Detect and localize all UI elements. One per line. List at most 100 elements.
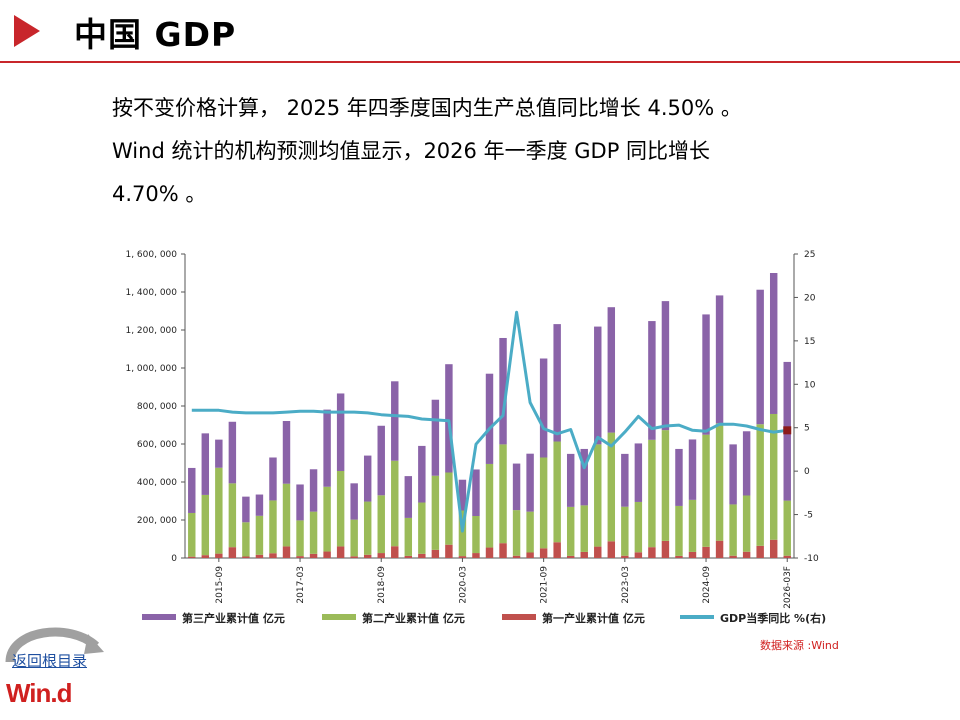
bar-segment-primary <box>296 556 304 558</box>
bar-segment-secondary <box>769 413 778 540</box>
bar-segment-tertiary <box>228 421 237 484</box>
legend-label: 第一产业累计值 亿元 <box>542 611 645 625</box>
bar-segment-secondary <box>594 444 602 547</box>
bar-segment-secondary <box>309 511 318 554</box>
x-tick-label: 2024-09 <box>702 566 712 604</box>
bar-segment-secondary <box>458 510 467 557</box>
bar-segment-tertiary <box>688 439 697 500</box>
bar-segment-secondary <box>675 505 683 556</box>
bar-segment-tertiary <box>445 364 453 473</box>
bar-segment-secondary <box>445 472 453 545</box>
bar-segment-primary <box>309 553 318 558</box>
bar-segment-primary <box>485 547 494 558</box>
bar-segment-secondary <box>188 512 196 557</box>
legend-swatch <box>322 614 356 620</box>
bar-segment-tertiary <box>418 445 426 503</box>
gdp-yoy-line <box>191 310 788 533</box>
y-right-tick-label: 15 <box>804 337 815 347</box>
bar-segment-secondary <box>377 495 385 554</box>
bar-segment-primary <box>201 555 210 558</box>
bar-segment-tertiary <box>702 314 710 435</box>
bar-segment-tertiary <box>580 448 588 506</box>
bar-segment-secondary <box>715 423 724 541</box>
bar-segment-tertiary <box>336 393 345 471</box>
bar-segment-tertiary <box>323 409 331 487</box>
bar-segment-tertiary <box>729 444 737 505</box>
x-tick-label: 2018-09 <box>377 566 387 604</box>
bar-segment-secondary <box>499 444 507 544</box>
y-left-tick-label: 800, 000 <box>137 402 177 412</box>
bar-segment-primary <box>553 542 561 558</box>
bar-segment-primary <box>269 553 277 558</box>
legend-label: 第三产业累计值 亿元 <box>182 611 285 625</box>
bar-segment-primary <box>621 555 629 558</box>
bar-segment-tertiary <box>526 453 534 512</box>
x-tick-label: 2023-03 <box>621 566 631 604</box>
bar-segment-tertiary <box>188 467 196 513</box>
bar-segment-secondary <box>242 522 250 557</box>
bar-segment-tertiary <box>661 301 670 431</box>
bar-segment-secondary <box>296 520 304 557</box>
bar-segment-primary <box>675 555 683 558</box>
bar-segment-tertiary <box>634 443 643 502</box>
bar-segment-primary <box>566 555 575 558</box>
bar-segment-secondary <box>363 501 372 555</box>
x-tick-label: 2026-03F <box>783 566 793 609</box>
bar-segment-primary <box>526 552 534 558</box>
bar-segment-tertiary <box>499 337 507 445</box>
x-tick-label: 2015-09 <box>215 566 225 604</box>
bar-segment-tertiary <box>539 358 548 458</box>
bar-segment-secondary <box>621 506 629 556</box>
bar-segment-tertiary <box>350 483 358 520</box>
bar-segment-tertiary <box>296 484 304 521</box>
bar-segment-secondary <box>539 457 548 549</box>
bar-segment-tertiary <box>512 463 521 511</box>
bar-segment-primary <box>458 556 467 558</box>
bar-segment-secondary <box>607 432 616 542</box>
return-arrow-icon[interactable] <box>0 622 110 682</box>
bar-segment-tertiary <box>458 479 467 511</box>
bar-segment-secondary <box>336 470 345 547</box>
bar-segment-secondary <box>566 506 575 556</box>
bar-segment-secondary <box>580 505 588 552</box>
bar-segment-tertiary <box>607 307 616 433</box>
bar-segment-primary <box>539 548 548 558</box>
y-left-tick-label: 1, 400, 000 <box>125 288 177 298</box>
y-left-tick-label: 1, 600, 000 <box>125 250 177 260</box>
y-left-tick-label: 600, 000 <box>137 440 177 450</box>
header-divider <box>0 61 960 63</box>
x-tick-label: 2021-09 <box>540 566 550 604</box>
bar-segment-secondary <box>783 500 791 556</box>
legend-swatch <box>142 614 176 620</box>
bar-segment-secondary <box>512 510 521 556</box>
y-left-tick-label: 1, 200, 000 <box>125 326 177 336</box>
bar-segment-secondary <box>269 500 277 554</box>
bar-segment-primary <box>323 551 331 558</box>
bar-segment-primary <box>729 555 737 558</box>
bar-segment-tertiary <box>309 469 318 512</box>
legend-swatch <box>502 614 536 620</box>
bar-segment-primary <box>769 539 778 558</box>
bar-segment-secondary <box>648 439 656 548</box>
bar-segment-primary <box>607 541 616 558</box>
x-tick-label: 2017-03 <box>296 566 306 604</box>
bar-segment-secondary <box>431 475 440 550</box>
bar-segment-primary <box>580 551 588 558</box>
y-right-tick-label: 0 <box>804 467 810 477</box>
bar-segment-tertiary <box>648 321 656 440</box>
home-link[interactable]: 返回根目录 <box>12 652 88 670</box>
bar-segment-secondary <box>255 515 264 555</box>
bar-segment-secondary <box>228 483 237 548</box>
bar-segment-primary <box>499 543 507 558</box>
bar-segment-tertiary <box>242 496 250 523</box>
bar-segment-primary <box>350 556 358 558</box>
bar-segment-primary <box>391 546 399 558</box>
y-right-tick-label: -10 <box>804 554 819 564</box>
bar-segment-tertiary <box>594 326 602 445</box>
bar-segment-secondary <box>350 519 358 557</box>
bar-segment-primary <box>688 551 697 558</box>
bar-segment-primary <box>336 546 345 558</box>
bar-segment-secondary <box>729 504 737 556</box>
bar-segment-tertiary <box>472 469 480 517</box>
bar-segment-tertiary <box>431 399 440 476</box>
